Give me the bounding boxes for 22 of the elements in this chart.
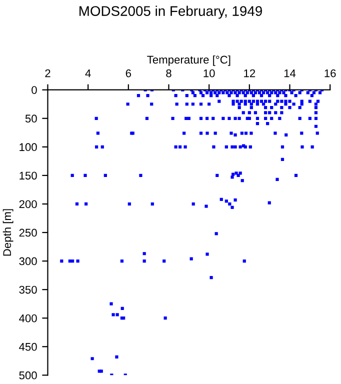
y-tick-label: 400 [19, 314, 37, 322]
y-tick-label: 300 [19, 257, 37, 266]
y-tick-label: 350 [19, 286, 37, 294]
x-tick-label: 2 [45, 69, 50, 78]
y-axis-title: Depth [m] [2, 209, 14, 256]
x-tick-label: 10 [204, 69, 215, 78]
x-tick-label: 12 [244, 69, 256, 78]
x-tick-label: 4 [85, 69, 91, 78]
y-tick-label: 250 [19, 228, 37, 237]
y-tick-label: 500 [19, 371, 37, 380]
y-tick-label: 150 [20, 172, 37, 180]
x-tick-label: 14 [284, 69, 296, 78]
x-tick-label: 6 [126, 69, 132, 78]
y-tick-label: 0 [32, 86, 37, 94]
chart-title: MODS2005 in February, 1949 [80, 6, 262, 19]
x-tick-label: 8 [166, 69, 172, 78]
x-axis-title: Temperature [°C] [147, 55, 230, 66]
y-tick-label: 50 [25, 114, 37, 123]
y-tick-label: 100 [20, 143, 37, 152]
y-tick-label: 450 [19, 342, 37, 351]
y-tick-label: 200 [19, 200, 37, 208]
x-tick-label: 16 [324, 69, 336, 78]
